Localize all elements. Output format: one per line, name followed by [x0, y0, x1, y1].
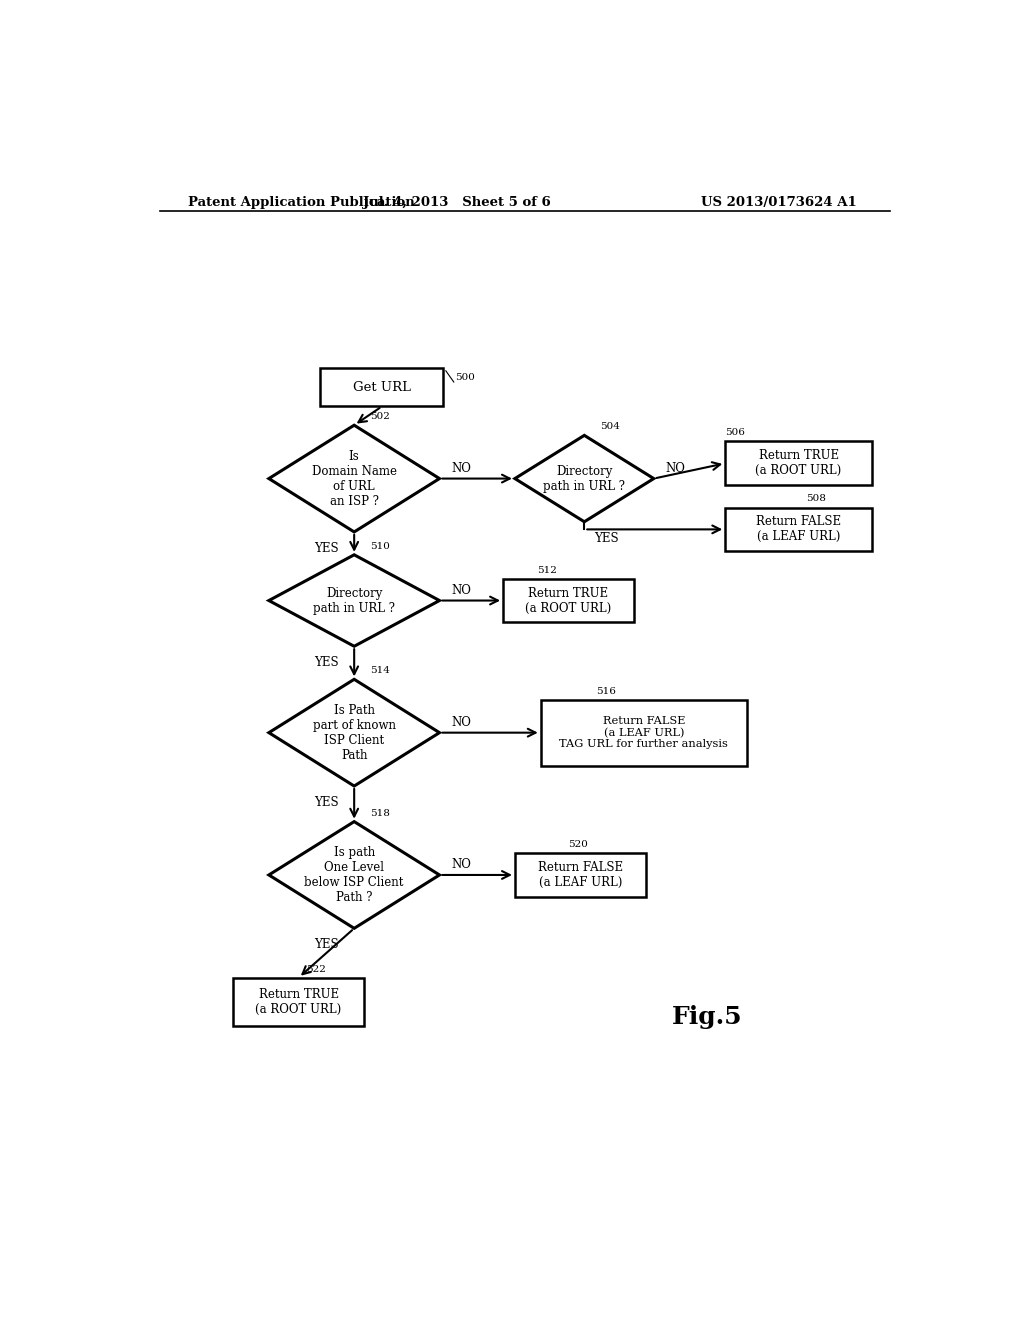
FancyBboxPatch shape	[725, 507, 872, 552]
FancyBboxPatch shape	[725, 441, 872, 486]
Text: Return FALSE
(a LEAF URL): Return FALSE (a LEAF URL)	[538, 861, 623, 888]
Text: Return FALSE
(a LEAF URL)
TAG URL for further analysis: Return FALSE (a LEAF URL) TAG URL for fu…	[559, 715, 728, 750]
Text: US 2013/0173624 A1: US 2013/0173624 A1	[700, 195, 857, 209]
Text: Is Path
part of known
ISP Client
Path: Is Path part of known ISP Client Path	[312, 704, 395, 762]
Text: 514: 514	[370, 667, 390, 676]
Text: Is path
One Level
below ISP Client
Path ?: Is path One Level below ISP Client Path …	[304, 846, 403, 904]
Text: 518: 518	[370, 809, 390, 817]
Polygon shape	[269, 554, 439, 647]
Text: 500: 500	[456, 374, 475, 381]
Text: 506: 506	[725, 429, 745, 437]
Polygon shape	[269, 425, 439, 532]
FancyBboxPatch shape	[233, 978, 365, 1027]
Text: NO: NO	[452, 858, 471, 871]
Text: 520: 520	[568, 840, 589, 849]
FancyBboxPatch shape	[503, 578, 634, 623]
Text: YES: YES	[314, 939, 339, 952]
Text: Get URL: Get URL	[353, 380, 411, 393]
FancyBboxPatch shape	[321, 368, 443, 407]
Polygon shape	[269, 821, 439, 928]
Text: Fig.5: Fig.5	[672, 1006, 742, 1030]
Text: 510: 510	[370, 541, 390, 550]
Text: NO: NO	[452, 715, 471, 729]
Text: Return TRUE
(a ROOT URL): Return TRUE (a ROOT URL)	[525, 586, 611, 615]
Text: Return TRUE
(a ROOT URL): Return TRUE (a ROOT URL)	[756, 449, 842, 478]
FancyBboxPatch shape	[541, 700, 748, 766]
Text: Return FALSE
(a LEAF URL): Return FALSE (a LEAF URL)	[756, 515, 841, 544]
Text: 522: 522	[306, 965, 327, 974]
Text: 516: 516	[596, 686, 616, 696]
Text: YES: YES	[314, 541, 339, 554]
Text: Patent Application Publication: Patent Application Publication	[187, 195, 415, 209]
Text: NO: NO	[452, 462, 471, 475]
Polygon shape	[515, 436, 653, 521]
Text: Directory
path in URL ?: Directory path in URL ?	[544, 465, 626, 492]
Text: Return TRUE
(a ROOT URL): Return TRUE (a ROOT URL)	[256, 987, 342, 1016]
Text: Jul. 4, 2013   Sheet 5 of 6: Jul. 4, 2013 Sheet 5 of 6	[364, 195, 551, 209]
Text: 504: 504	[600, 422, 621, 432]
Text: YES: YES	[314, 656, 339, 669]
Text: NO: NO	[666, 462, 685, 475]
Text: NO: NO	[452, 583, 471, 597]
Text: 502: 502	[370, 412, 390, 421]
Text: Is
Domain Name
of URL
an ISP ?: Is Domain Name of URL an ISP ?	[311, 450, 396, 508]
Text: YES: YES	[314, 796, 339, 809]
FancyBboxPatch shape	[515, 853, 646, 896]
Text: YES: YES	[594, 532, 618, 545]
Text: 512: 512	[537, 565, 557, 574]
Text: 508: 508	[807, 495, 826, 503]
Polygon shape	[269, 680, 439, 785]
Text: Directory
path in URL ?: Directory path in URL ?	[313, 586, 395, 615]
